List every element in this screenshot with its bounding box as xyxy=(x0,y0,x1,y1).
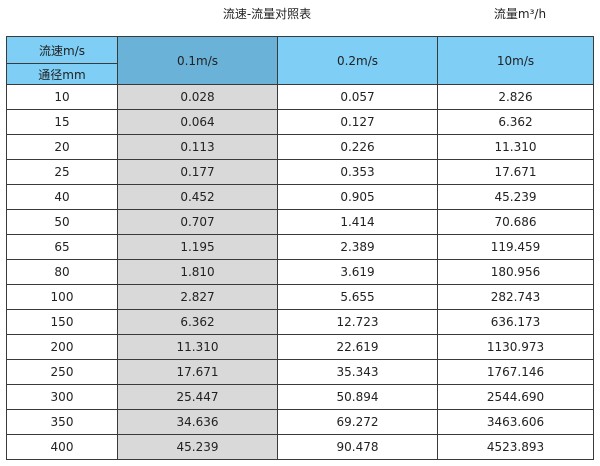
flow-cell: 22.619 xyxy=(277,334,438,360)
table-row: 65 1.195 2.389 119.459 xyxy=(6,234,594,260)
flow-cell: 34.636 xyxy=(117,409,278,435)
diameter-cell: 150 xyxy=(6,309,118,335)
flow-cell: 180.956 xyxy=(437,259,594,285)
flow-cell: 6.362 xyxy=(117,309,278,335)
flow-cell: 282.743 xyxy=(437,284,594,310)
flow-cell: 6.362 xyxy=(437,109,594,135)
diameter-cell: 50 xyxy=(6,209,118,235)
diameter-cell: 25 xyxy=(6,159,118,185)
flow-cell: 0.113 xyxy=(117,134,278,160)
flow-cell: 4523.893 xyxy=(437,434,594,460)
flow-cell: 35.343 xyxy=(277,359,438,385)
table-row: 15 0.064 0.127 6.362 xyxy=(6,109,594,135)
flow-cell: 0.127 xyxy=(277,109,438,135)
corner-velocity-header: 流速m/s xyxy=(6,36,118,64)
flow-cell: 12.723 xyxy=(277,309,438,335)
flow-cell: 2.389 xyxy=(277,234,438,260)
flow-cell: 0.226 xyxy=(277,134,438,160)
diameter-cell: 350 xyxy=(6,409,118,435)
flow-cell: 0.177 xyxy=(117,159,278,185)
flow-cell: 2544.690 xyxy=(437,384,594,410)
flow-table: 流速m/s 0.1m/s 0.2m/s 10m/s 通径mm 10 0.028 0.… xyxy=(6,36,594,460)
flow-cell: 90.478 xyxy=(277,434,438,460)
column-header: 0.2m/s xyxy=(277,36,438,85)
diameter-cell: 20 xyxy=(6,134,118,160)
flow-cell: 2.826 xyxy=(437,84,594,110)
flow-cell: 69.272 xyxy=(277,409,438,435)
flow-cell: 119.459 xyxy=(437,234,594,260)
flow-cell: 1130.973 xyxy=(437,334,594,360)
corner-diameter-header: 通径mm xyxy=(6,63,118,85)
table-row: 80 1.810 3.619 180.956 xyxy=(6,259,594,285)
column-header: 0.1m/s xyxy=(117,36,278,85)
diameter-cell: 80 xyxy=(6,259,118,285)
diameter-cell: 15 xyxy=(6,109,118,135)
table-row: 50 0.707 1.414 70.686 xyxy=(6,209,594,235)
column-header: 10m/s xyxy=(437,36,594,85)
flow-cell: 45.239 xyxy=(437,184,594,210)
diameter-cell: 250 xyxy=(6,359,118,385)
table-row: 150 6.362 12.723 636.173 xyxy=(6,309,594,335)
flow-cell: 0.057 xyxy=(277,84,438,110)
flow-cell: 1.195 xyxy=(117,234,278,260)
flow-cell: 0.452 xyxy=(117,184,278,210)
flow-cell: 17.671 xyxy=(117,359,278,385)
table-row: 400 45.239 90.478 4523.893 xyxy=(6,434,594,460)
flow-cell: 70.686 xyxy=(437,209,594,235)
flow-cell: 2.827 xyxy=(117,284,278,310)
diameter-cell: 40 xyxy=(6,184,118,210)
flow-cell: 1767.146 xyxy=(437,359,594,385)
flow-cell: 50.894 xyxy=(277,384,438,410)
flow-cell: 45.239 xyxy=(117,434,278,460)
flow-cell: 0.028 xyxy=(117,84,278,110)
flow-cell: 17.671 xyxy=(437,159,594,185)
flow-cell: 11.310 xyxy=(117,334,278,360)
flow-cell: 636.173 xyxy=(437,309,594,335)
table-row: 20 0.113 0.226 11.310 xyxy=(6,134,594,160)
table-row: 200 11.310 22.619 1130.973 xyxy=(6,334,594,360)
flow-cell: 25.447 xyxy=(117,384,278,410)
table-row: 350 34.636 69.272 3463.606 xyxy=(6,409,594,435)
diameter-cell: 10 xyxy=(6,84,118,110)
table-row: 100 2.827 5.655 282.743 xyxy=(6,284,594,310)
diameter-cell: 400 xyxy=(6,434,118,460)
unit-label: 流量m³/h xyxy=(493,7,547,21)
diameter-cell: 100 xyxy=(6,284,118,310)
flow-cell: 5.655 xyxy=(277,284,438,310)
table-row: 300 25.447 50.894 2544.690 xyxy=(6,384,594,410)
diameter-cell: 65 xyxy=(6,234,118,260)
flow-cell: 0.064 xyxy=(117,109,278,135)
table-title: 流速-流量对照表 xyxy=(222,7,312,21)
flow-cell: 0.905 xyxy=(277,184,438,210)
table-row: 25 0.177 0.353 17.671 xyxy=(6,159,594,185)
flow-cell: 1.414 xyxy=(277,209,438,235)
diameter-cell: 300 xyxy=(6,384,118,410)
table-row: 40 0.452 0.905 45.239 xyxy=(6,184,594,210)
flow-cell: 0.353 xyxy=(277,159,438,185)
diameter-cell: 200 xyxy=(6,334,118,360)
flow-cell: 3.619 xyxy=(277,259,438,285)
flow-cell: 11.310 xyxy=(437,134,594,160)
flow-cell: 3463.606 xyxy=(437,409,594,435)
table-row: 10 0.028 0.057 2.826 xyxy=(6,84,594,110)
flow-cell: 1.810 xyxy=(117,259,278,285)
table-row: 250 17.671 35.343 1767.146 xyxy=(6,359,594,385)
flow-cell: 0.707 xyxy=(117,209,278,235)
